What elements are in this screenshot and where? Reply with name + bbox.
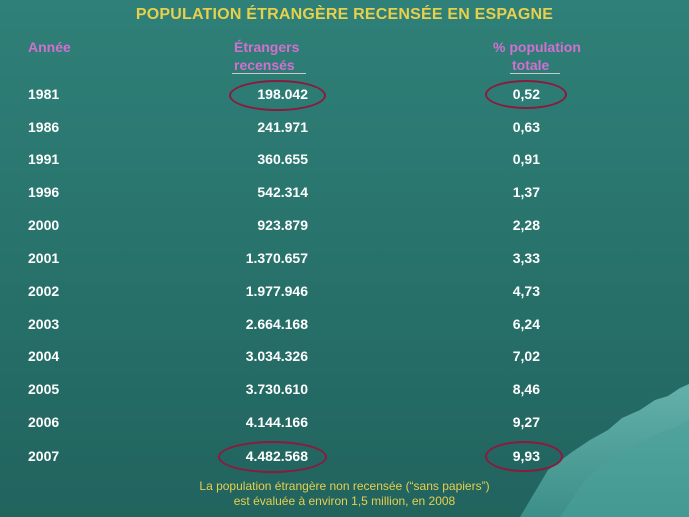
cell-foreigners: 241.971 — [257, 119, 308, 135]
cell-foreigners: 1.370.657 — [245, 250, 308, 266]
footer-note-line1: La population étrangère non recensée (“s… — [199, 479, 490, 493]
cell-foreigners: 360.655 — [257, 151, 308, 167]
page-title: POPULATION ÉTRANGÈRE RECENSÉE EN ESPAGNE — [135, 6, 554, 23]
highlight-ring-2007-foreigners — [218, 441, 327, 473]
table-row: 1986 241.971 0,63 — [0, 119, 689, 139]
table-row: 1991 360.655 0,91 — [0, 151, 689, 171]
cell-foreigners: 2.664.168 — [245, 316, 308, 332]
header-underline-percent — [510, 73, 560, 74]
header-percent-line2: totale — [512, 57, 550, 73]
table-row: 2004 3.034.326 7,02 — [0, 348, 689, 368]
table-row: 1981 198.042 0,52 — [0, 86, 689, 106]
cell-year: 1991 — [28, 151, 60, 167]
cell-foreigners: 542.314 — [257, 184, 308, 200]
cell-percent: 1,37 — [512, 184, 540, 200]
cell-foreigners: 923.879 — [257, 217, 308, 233]
table-row: 2002 1.977.946 4,73 — [0, 283, 689, 303]
cell-foreigners: 1.977.946 — [245, 283, 308, 299]
cell-foreigners: 3.034.326 — [245, 348, 308, 364]
cell-year: 2006 — [28, 414, 60, 430]
cell-year: 2002 — [28, 283, 60, 299]
header-underline-foreigners — [232, 73, 306, 74]
highlight-ring-2007-percent — [485, 441, 563, 472]
cell-year: 2000 — [28, 217, 60, 233]
table-row: 2000 923.879 2,28 — [0, 217, 689, 237]
header-foreigners-line2: recensés — [234, 57, 295, 73]
cell-percent: 0,91 — [512, 151, 540, 167]
cell-year: 2003 — [28, 316, 60, 332]
header-year: Année — [28, 39, 71, 55]
highlight-ring-1981-foreigners — [229, 80, 326, 111]
cell-percent: 3,33 — [512, 250, 540, 266]
cell-year: 2007 — [28, 448, 60, 464]
cell-percent: 6,24 — [512, 316, 540, 332]
cell-year: 1986 — [28, 119, 60, 135]
table-row: 2005 3.730.610 8,46 — [0, 381, 689, 401]
cell-percent: 7,02 — [512, 348, 540, 364]
cell-percent: 2,28 — [512, 217, 540, 233]
cell-percent: 0,63 — [512, 119, 540, 135]
highlight-ring-1981-percent — [485, 80, 567, 109]
cell-year: 2004 — [28, 348, 60, 364]
table-row: 2006 4.144.166 9,27 — [0, 414, 689, 434]
header-foreigners: Étrangers recensés — [234, 38, 354, 74]
header-percent: % population totale — [493, 38, 633, 74]
cell-year: 2001 — [28, 250, 60, 266]
table-row: 2007 4.482.568 9,93 — [0, 448, 689, 468]
table-row: 2001 1.370.657 3,33 — [0, 250, 689, 270]
cell-year: 2005 — [28, 381, 60, 397]
header-foreigners-line1: Étrangers — [234, 39, 300, 55]
footer-note-line2: est évaluée à environ 1,5 million, en 20… — [233, 494, 456, 508]
cell-percent: 9,27 — [512, 414, 540, 430]
cell-percent: 8,46 — [512, 381, 540, 397]
cell-foreigners: 3.730.610 — [245, 381, 308, 397]
cell-year: 1996 — [28, 184, 60, 200]
table-row: 1996 542.314 1,37 — [0, 184, 689, 204]
cell-percent: 4,73 — [512, 283, 540, 299]
table-row: 2003 2.664.168 6,24 — [0, 316, 689, 336]
cell-foreigners: 4.144.166 — [245, 414, 308, 430]
header-percent-line1: % population — [493, 39, 581, 55]
cell-year: 1981 — [28, 86, 60, 102]
